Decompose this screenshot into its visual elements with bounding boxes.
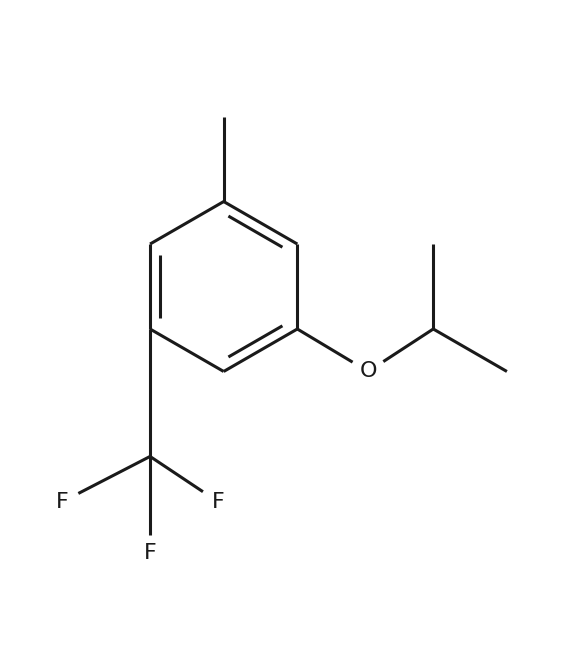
Text: F: F <box>56 492 69 512</box>
Text: F: F <box>144 543 156 563</box>
Text: O: O <box>359 361 377 382</box>
Text: F: F <box>212 492 224 512</box>
